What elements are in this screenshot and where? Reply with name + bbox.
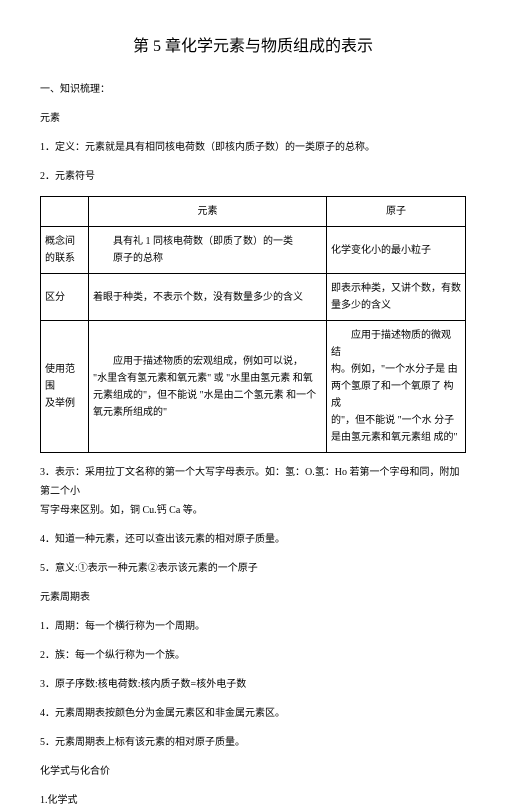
cell-text: 构。例如，"一个水分子是 由 [331, 364, 458, 375]
cell-text: 是由氢元素和氧元素组 成的" [331, 432, 458, 443]
text-line: 3．表示：采用拉丁文名称的第一个大写字母表示。如：氢：O.氢：Ho 若第一个字母… [40, 467, 459, 497]
cell-text: 概念间 [45, 236, 75, 247]
table-cell [41, 197, 89, 227]
text-paragraph: 4．知道一种元素，还可以查出该元素的相对原子质量。 [40, 530, 466, 549]
cell-text: 原子的总称 [93, 250, 322, 267]
text-paragraph: 5．意义:①表示一种元素②表示该元素的一个原子 [40, 559, 466, 578]
text-paragraph: 1.化学式 [40, 791, 466, 810]
text-paragraph: 3．表示：采用拉丁文名称的第一个大写字母表示。如：氢：O.氢：Ho 若第一个字母… [40, 463, 466, 520]
cell-text: 元素组成的"，但不能说 "水是由二个氢元素 和一个 [93, 390, 316, 401]
table-row: 元素 原子 [41, 197, 466, 227]
text-definition: 1．定义：元素就是具有相同核电荷数（即核内质子数）的一类原子的总称。 [40, 138, 466, 157]
cell-text: 的联系 [45, 253, 75, 264]
cell-text: 应用于描述物质的微观 结 [331, 327, 461, 361]
page-title: 第 5 章化学元素与物质组成的表示 [40, 32, 466, 62]
text-paragraph: 2．族：每一个纵行称为一个族。 [40, 646, 466, 665]
table-cell: 应用于描述物质的宏观组成，例如可以说， "水里含有氢元素和氧元素" 或 "水里由… [89, 321, 327, 453]
table-row: 使用范围 及举例 应用于描述物质的宏观组成，例如可以说， "水里含有氢元素和氧元… [41, 321, 466, 453]
table-cell: 着眼于种类，不表示个数，没有数量多少的含义 [89, 274, 327, 321]
text-paragraph: 1．周期：每一个横行称为一个周期。 [40, 617, 466, 636]
table-row: 概念间 的联系 具有礼 1 同核电荷数（即质了数）的一类 原子的总称 化学变化小… [41, 227, 466, 274]
text-paragraph: 4．元素周期表按颜色分为金属元素区和非金属元素区。 [40, 704, 466, 723]
table-row: 区分 着眼于种类，不表示个数，没有数量多少的含义 即表示种类，又讲个数，有数量多… [41, 274, 466, 321]
text-paragraph: 3．原子序数:核电荷数:核内质子数=核外电子数 [40, 675, 466, 694]
cell-text: 使用范围 [45, 364, 75, 392]
table-cell: 具有礼 1 同核电荷数（即质了数）的一类 原子的总称 [89, 227, 327, 274]
comparison-table: 元素 原子 概念间 的联系 具有礼 1 同核电荷数（即质了数）的一类 原子的总称… [40, 196, 466, 453]
cell-text: 应用于描述物质的宏观组成，例如可以说， [93, 353, 322, 370]
table-cell: 化学变化小的最小粒子 [327, 227, 466, 274]
text-line: 写字母来区别。如，铜 Cu.钙 Ca 等。 [40, 505, 203, 516]
cell-text: 及举例 [45, 398, 75, 409]
table-cell: 使用范围 及举例 [41, 321, 89, 453]
cell-text: 氧元素所组成的" [93, 407, 167, 418]
table-cell: 区分 [41, 274, 89, 321]
table-cell: 即表示种类，又讲个数，有数量多少的含义 [327, 274, 466, 321]
table-cell: 概念间 的联系 [41, 227, 89, 274]
text-paragraph: 化学式与化合价 [40, 762, 466, 781]
text-paragraph: 元素周期表 [40, 588, 466, 607]
text-symbol-heading: 2．元素符号 [40, 167, 466, 186]
table-header: 元素 [89, 197, 327, 227]
table-cell: 应用于描述物质的微观 结 构。例如，"一个水分子是 由 两个氢原了和一个氧原了 … [327, 321, 466, 453]
table-header: 原子 [327, 197, 466, 227]
cell-text: "水里含有氢元素和氧元素" 或 "水里由氢元素 和氧 [93, 373, 313, 384]
text-element: 元素 [40, 109, 466, 128]
cell-text: 的"，但不能说 "一个水 分子 [331, 415, 454, 426]
cell-text: 具有礼 1 同核电荷数（即质了数）的一类 [93, 233, 322, 250]
text-paragraph: 5．元素周期表上标有该元素的相对原子质量。 [40, 733, 466, 752]
section-heading: 一、知识梳理： [40, 80, 466, 99]
cell-text: 两个氢原了和一个氧原了 构成 [331, 381, 454, 409]
